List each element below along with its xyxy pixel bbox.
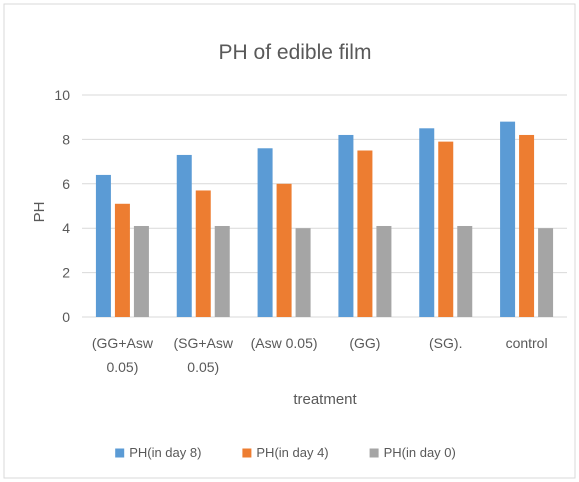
gridlines [82,94,567,318]
bar [376,225,392,317]
x-category-label: (Asw 0.05) [251,335,318,351]
legend-label: PH(in day 8) [129,445,201,460]
bar [214,225,230,317]
bar [95,174,111,317]
x-category-label: (SG). [429,335,462,351]
x-category-label: (GG+Asw [92,335,154,351]
bar [357,150,373,317]
legend-label: PH(in day 4) [256,445,328,460]
legend-label: PH(in day 0) [384,445,456,460]
legend-swatch [115,448,125,458]
bar [500,121,516,317]
x-category-label: 0.05) [187,359,219,375]
legend-swatch [369,448,379,458]
x-category-label: (GG) [349,335,380,351]
bar [257,148,273,317]
legend: PH(in day 8) PH(in day 4) PH(in day 0) [115,445,456,460]
bar [519,134,535,317]
bar [538,228,554,317]
bar [114,203,130,317]
chart-title: PH of edible film [219,41,372,64]
x-axis-title: treatment [293,391,357,408]
y-axis-ticks: 0 2 4 6 8 10 [54,87,70,325]
bar [419,128,435,317]
y-tick-label: 6 [62,176,70,192]
x-axis-categories: (GG+Asw 0.05) (SG+Asw 0.05) (Asw 0.05) (GG) (S… [92,335,548,375]
bar [438,141,454,317]
x-category-label: 0.05) [106,359,138,375]
bar [195,190,211,317]
bar [295,228,311,317]
legend-swatch [242,448,252,458]
bar [176,154,192,317]
y-tick-label: 10 [54,87,70,103]
y-axis-title: PH [31,202,48,223]
y-tick-label: 4 [62,220,70,236]
bar [338,134,354,317]
y-tick-label: 8 [62,131,70,147]
y-tick-label: 2 [62,265,70,281]
bar [133,225,149,317]
x-category-label: (SG+Asw [173,335,233,351]
bar [457,225,473,317]
x-category-label: control [506,335,548,351]
bar [276,183,292,317]
y-tick-label: 0 [62,309,70,325]
bars [95,121,554,317]
